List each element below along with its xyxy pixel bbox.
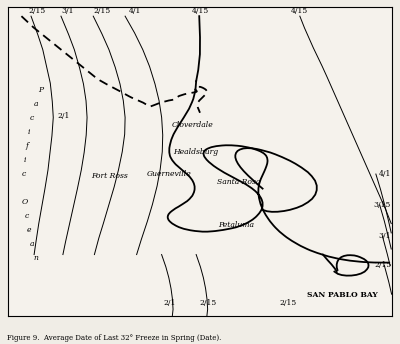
Text: 4/15: 4/15: [291, 7, 308, 14]
Text: i: i: [24, 156, 26, 164]
Text: 4/1: 4/1: [128, 7, 141, 14]
Text: f: f: [25, 142, 28, 150]
Text: SAN PABLO BAY: SAN PABLO BAY: [307, 291, 378, 299]
Text: a: a: [33, 100, 38, 108]
Text: 2/15: 2/15: [94, 7, 111, 14]
Text: Fort Ross: Fort Ross: [91, 172, 128, 180]
Text: c: c: [30, 114, 34, 122]
Text: a: a: [30, 240, 34, 248]
Text: 4/1: 4/1: [379, 170, 391, 178]
Text: i: i: [28, 128, 30, 136]
Text: 3/1: 3/1: [61, 7, 74, 14]
Text: 2/1: 2/1: [163, 299, 176, 307]
Text: c: c: [22, 170, 26, 178]
Text: 4/15: 4/15: [191, 7, 209, 14]
Text: O: O: [22, 198, 28, 206]
Text: Santa Rosa: Santa Rosa: [217, 178, 260, 186]
Text: Cloverdale: Cloverdale: [172, 120, 213, 129]
Text: Figure 9.  Average Date of Last 32° Freeze in Spring (Date).: Figure 9. Average Date of Last 32° Freez…: [7, 334, 222, 342]
Text: c: c: [24, 212, 28, 220]
Text: e: e: [26, 226, 31, 234]
Text: Healdsburg: Healdsburg: [174, 148, 219, 157]
Text: n: n: [33, 254, 38, 262]
Text: 2/1: 2/1: [58, 112, 70, 120]
Text: 2/15: 2/15: [199, 299, 216, 307]
Text: P: P: [38, 86, 43, 95]
Text: Petaluma: Petaluma: [218, 221, 254, 229]
Text: 2/15: 2/15: [374, 261, 391, 269]
Text: 2/15: 2/15: [28, 7, 46, 14]
Text: 2/15: 2/15: [280, 299, 297, 307]
Text: 3/15: 3/15: [374, 201, 391, 209]
Text: 3/1: 3/1: [379, 232, 391, 240]
Text: Guerneville: Guerneville: [147, 170, 192, 178]
